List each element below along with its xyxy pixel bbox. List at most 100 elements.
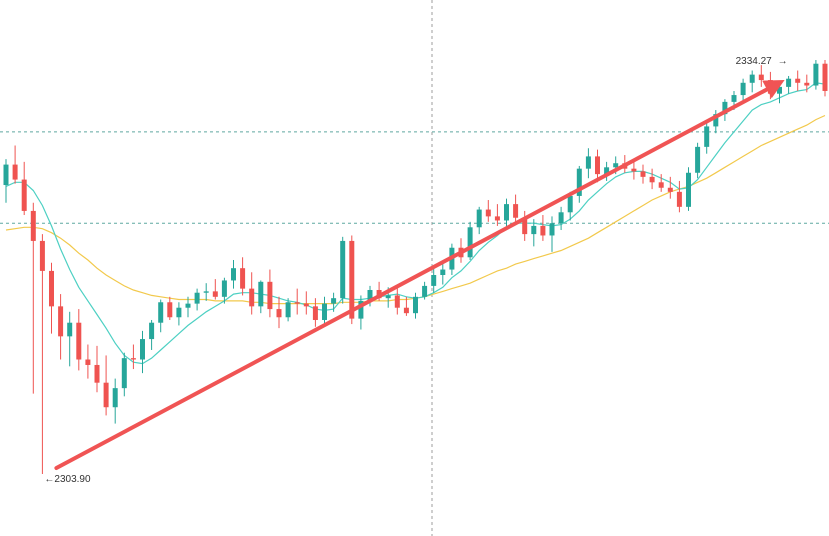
candle-body <box>3 164 9 186</box>
candle-body <box>403 307 409 314</box>
candle <box>431 268 437 293</box>
candle <box>303 291 309 315</box>
candle-body <box>585 156 591 169</box>
candle <box>276 296 282 329</box>
candle <box>185 296 191 318</box>
candle-body <box>103 382 109 408</box>
candle <box>267 269 273 318</box>
candle-body <box>440 269 446 275</box>
candle-body <box>140 339 145 360</box>
candle-body <box>358 300 364 319</box>
candle <box>258 280 264 314</box>
candle <box>121 352 127 397</box>
low-price-arrow: ← <box>44 474 54 485</box>
candle-body <box>12 164 18 180</box>
candle-body <box>485 209 491 217</box>
candle <box>422 281 428 300</box>
candle-body <box>203 291 209 293</box>
candle <box>549 216 555 252</box>
candle-body <box>722 101 728 115</box>
candle <box>786 75 792 94</box>
candle <box>595 149 600 183</box>
candle-body <box>786 78 792 87</box>
candle <box>67 311 73 367</box>
candle <box>522 210 528 241</box>
candle-body <box>231 268 236 281</box>
candle-body <box>85 359 91 365</box>
candle <box>513 194 519 225</box>
candle-body <box>595 156 600 175</box>
candle <box>322 296 327 326</box>
candle <box>695 142 701 179</box>
candle-body <box>494 216 500 221</box>
candle <box>795 70 801 91</box>
high-price-arrow: → <box>778 56 788 67</box>
candle-body <box>194 292 200 304</box>
candle <box>576 165 582 203</box>
candle-body <box>422 285 428 297</box>
candle-body <box>58 306 64 337</box>
candle-body <box>758 74 764 81</box>
candle <box>3 159 9 203</box>
candle-body <box>249 288 255 307</box>
candle-body <box>331 298 337 304</box>
candle-body <box>640 171 646 177</box>
candle-body <box>567 195 573 213</box>
candle <box>440 264 446 285</box>
candle-body <box>221 280 227 297</box>
candle <box>203 283 209 301</box>
candle <box>249 272 255 315</box>
candle <box>194 288 200 311</box>
candle <box>476 206 482 235</box>
candle <box>76 309 82 371</box>
candle-body <box>176 307 182 318</box>
candle <box>558 206 564 231</box>
candle <box>504 198 509 229</box>
candle <box>294 288 300 315</box>
candle-body <box>813 63 819 86</box>
candle-body <box>112 388 118 408</box>
candle-body <box>804 82 810 86</box>
candle-body <box>67 322 73 337</box>
low-price-label: 2303.90 <box>54 474 91 485</box>
candle-body <box>130 358 136 360</box>
trend-arrow <box>54 80 785 471</box>
candle-body <box>667 187 673 192</box>
candle <box>112 378 118 424</box>
candle-body <box>613 163 619 168</box>
candle-body <box>576 168 582 196</box>
candle-body <box>795 78 801 83</box>
candle-body <box>212 291 218 297</box>
candle-body <box>367 289 373 301</box>
candle <box>640 164 646 184</box>
candle <box>813 60 819 90</box>
candle <box>149 319 155 350</box>
candle-body <box>49 270 54 307</box>
candle-body <box>76 322 82 360</box>
candle-body <box>158 302 164 323</box>
candle <box>604 161 610 181</box>
candle-body <box>631 168 637 172</box>
candle-body <box>658 182 664 188</box>
candle-body <box>749 74 755 83</box>
candle-body <box>777 86 782 94</box>
candle <box>758 65 764 87</box>
candle <box>649 168 655 190</box>
candle-body <box>731 95 737 102</box>
candle-body <box>522 217 528 235</box>
candle-body <box>39 240 45 271</box>
candle <box>221 277 227 304</box>
candle-body <box>267 281 273 310</box>
candle-body <box>604 167 610 175</box>
candle <box>749 70 755 93</box>
candle <box>212 279 218 300</box>
candle-body <box>504 204 509 221</box>
candle-body <box>704 126 710 147</box>
candle <box>12 145 18 184</box>
candle <box>358 295 364 330</box>
candle-body <box>294 302 300 304</box>
candle <box>30 202 36 394</box>
candle <box>676 180 682 213</box>
candle-body <box>149 322 155 340</box>
candle <box>176 302 182 326</box>
